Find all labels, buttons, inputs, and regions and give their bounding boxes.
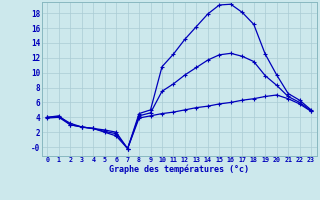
- X-axis label: Graphe des températures (°c): Graphe des températures (°c): [109, 165, 249, 174]
